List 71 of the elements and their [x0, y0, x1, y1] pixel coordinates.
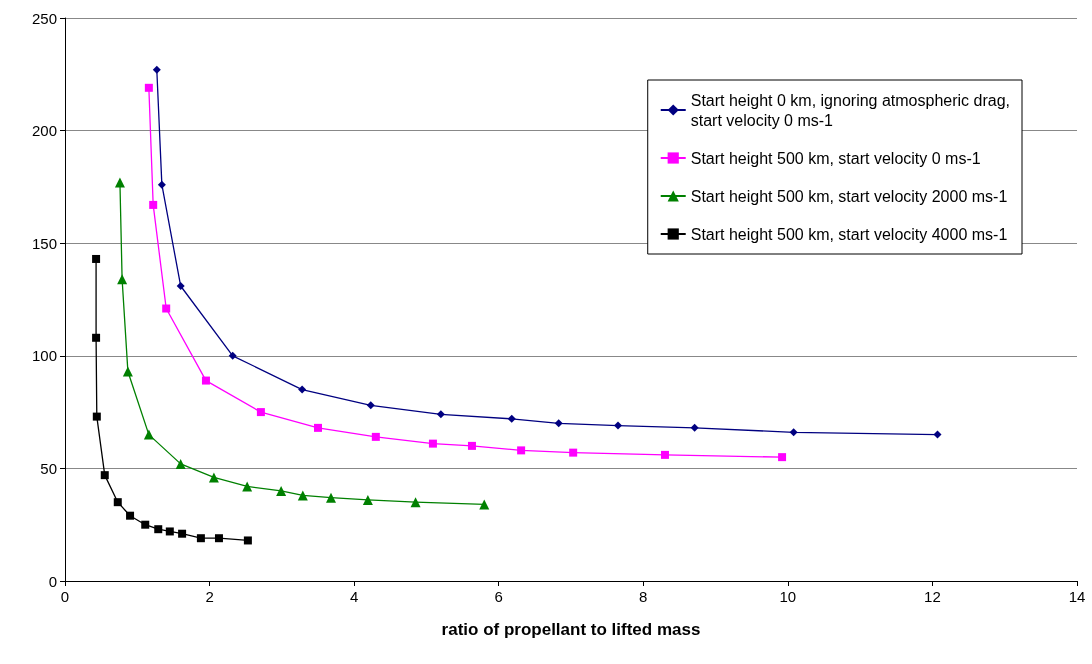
- point: [178, 529, 187, 538]
- x-tick-label: 4: [349, 588, 359, 605]
- y-tick-label: 100: [31, 347, 57, 365]
- point: [149, 200, 158, 209]
- point: [113, 498, 122, 507]
- x-tick-label: 10: [779, 588, 797, 605]
- point: [778, 453, 787, 462]
- point: [517, 446, 526, 455]
- point: [410, 497, 421, 508]
- point: [157, 180, 166, 189]
- legend-label: Start height 0 km, ignoring atmospheric drag, start velocity 0 ms-1: [690, 91, 1011, 129]
- x-tick-label: 6: [494, 588, 503, 605]
- point: [298, 385, 307, 394]
- point: [114, 177, 125, 188]
- point: [100, 471, 109, 480]
- point: [144, 83, 153, 92]
- x-tick-label: 14: [1068, 588, 1086, 605]
- x-axis-title: ratio of propellant to lifted mass: [441, 620, 701, 639]
- point: [228, 351, 237, 360]
- point: [297, 490, 308, 501]
- point: [933, 430, 942, 439]
- point: [208, 472, 219, 483]
- point: [362, 494, 373, 505]
- point: [479, 499, 490, 510]
- point: [371, 432, 380, 441]
- point: [242, 481, 253, 492]
- y-tick-label: 250: [31, 9, 57, 27]
- point: [326, 492, 337, 503]
- legend-label: Start height 500 km, start velocity 0 ms-1: [690, 149, 981, 167]
- point: [507, 414, 516, 423]
- y-tick-label: 0: [48, 572, 57, 590]
- x-tick-label: 0: [60, 588, 70, 605]
- point: [126, 511, 135, 520]
- point: [428, 439, 437, 448]
- point: [122, 366, 133, 377]
- point: [256, 408, 265, 417]
- point: [201, 376, 210, 385]
- y-tick-label: 50: [40, 459, 57, 477]
- point: [165, 527, 174, 536]
- x-tick-label: 12: [924, 588, 941, 605]
- point: [92, 333, 101, 342]
- point: [196, 534, 205, 543]
- point: [613, 421, 622, 430]
- point: [152, 65, 161, 74]
- point: [154, 525, 163, 534]
- point: [176, 281, 185, 290]
- point: [117, 274, 128, 285]
- point: [690, 423, 699, 432]
- x-tick-label: 8: [639, 588, 648, 605]
- point: [366, 401, 375, 410]
- point: [162, 304, 171, 313]
- point: [143, 429, 154, 440]
- y-tick-label: 200: [31, 122, 57, 140]
- point: [276, 485, 287, 496]
- point: [214, 534, 223, 543]
- point: [467, 441, 476, 450]
- point: [92, 412, 101, 421]
- point: [243, 536, 252, 545]
- point: [436, 410, 445, 419]
- point: [314, 423, 322, 432]
- point: [569, 448, 578, 457]
- point: [554, 419, 563, 428]
- legend-label: Start height 500 km, start velocity 2000 ms-1: [690, 187, 1008, 205]
- x-tick-label: 2: [205, 588, 214, 605]
- point: [175, 458, 186, 469]
- point: [141, 520, 150, 529]
- point: [660, 450, 669, 459]
- point: [789, 428, 798, 437]
- y-tick-label: 150: [31, 234, 57, 252]
- legend-label: Start height 500 km, start velocity 4000 ms-1: [690, 225, 1008, 243]
- point: [92, 254, 101, 263]
